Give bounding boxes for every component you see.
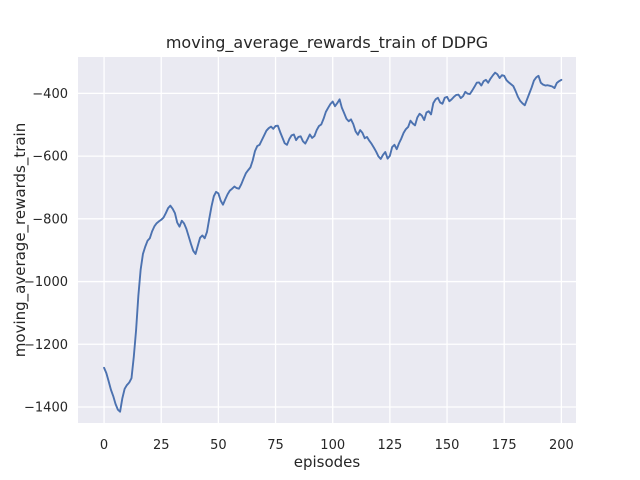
- y-tick-label: −400: [32, 87, 68, 102]
- y-tick-label: −1200: [24, 338, 68, 353]
- x-tick-label: 25: [153, 438, 170, 453]
- x-tick-labels: 0 25 50 75 100 125 150 175 200: [100, 438, 574, 453]
- y-tick-labels: −400 −600 −800 −1000 −1200 −1400: [24, 87, 68, 416]
- x-tick-label: 175: [492, 438, 517, 453]
- y-axis-label: moving_average_rewards_train: [11, 123, 30, 357]
- x-tick-label: 200: [549, 438, 574, 453]
- y-tick-label: −800: [32, 212, 68, 227]
- y-tick-label: −1000: [24, 275, 68, 290]
- x-tick-label: 125: [377, 438, 402, 453]
- chart-title: moving_average_rewards_train of DDPG: [166, 33, 488, 53]
- data-line-series: [103, 71, 563, 413]
- x-tick-label: 0: [100, 438, 108, 453]
- x-tick-label: 150: [435, 438, 460, 453]
- x-tick-label: 100: [320, 438, 345, 453]
- x-tick-label: 75: [267, 438, 284, 453]
- y-tick-label: −600: [32, 150, 68, 165]
- x-tick-label: 50: [210, 438, 227, 453]
- y-tick-label: −1400: [24, 401, 68, 416]
- x-axis-label: episodes: [294, 453, 361, 471]
- axes-background: [78, 57, 576, 423]
